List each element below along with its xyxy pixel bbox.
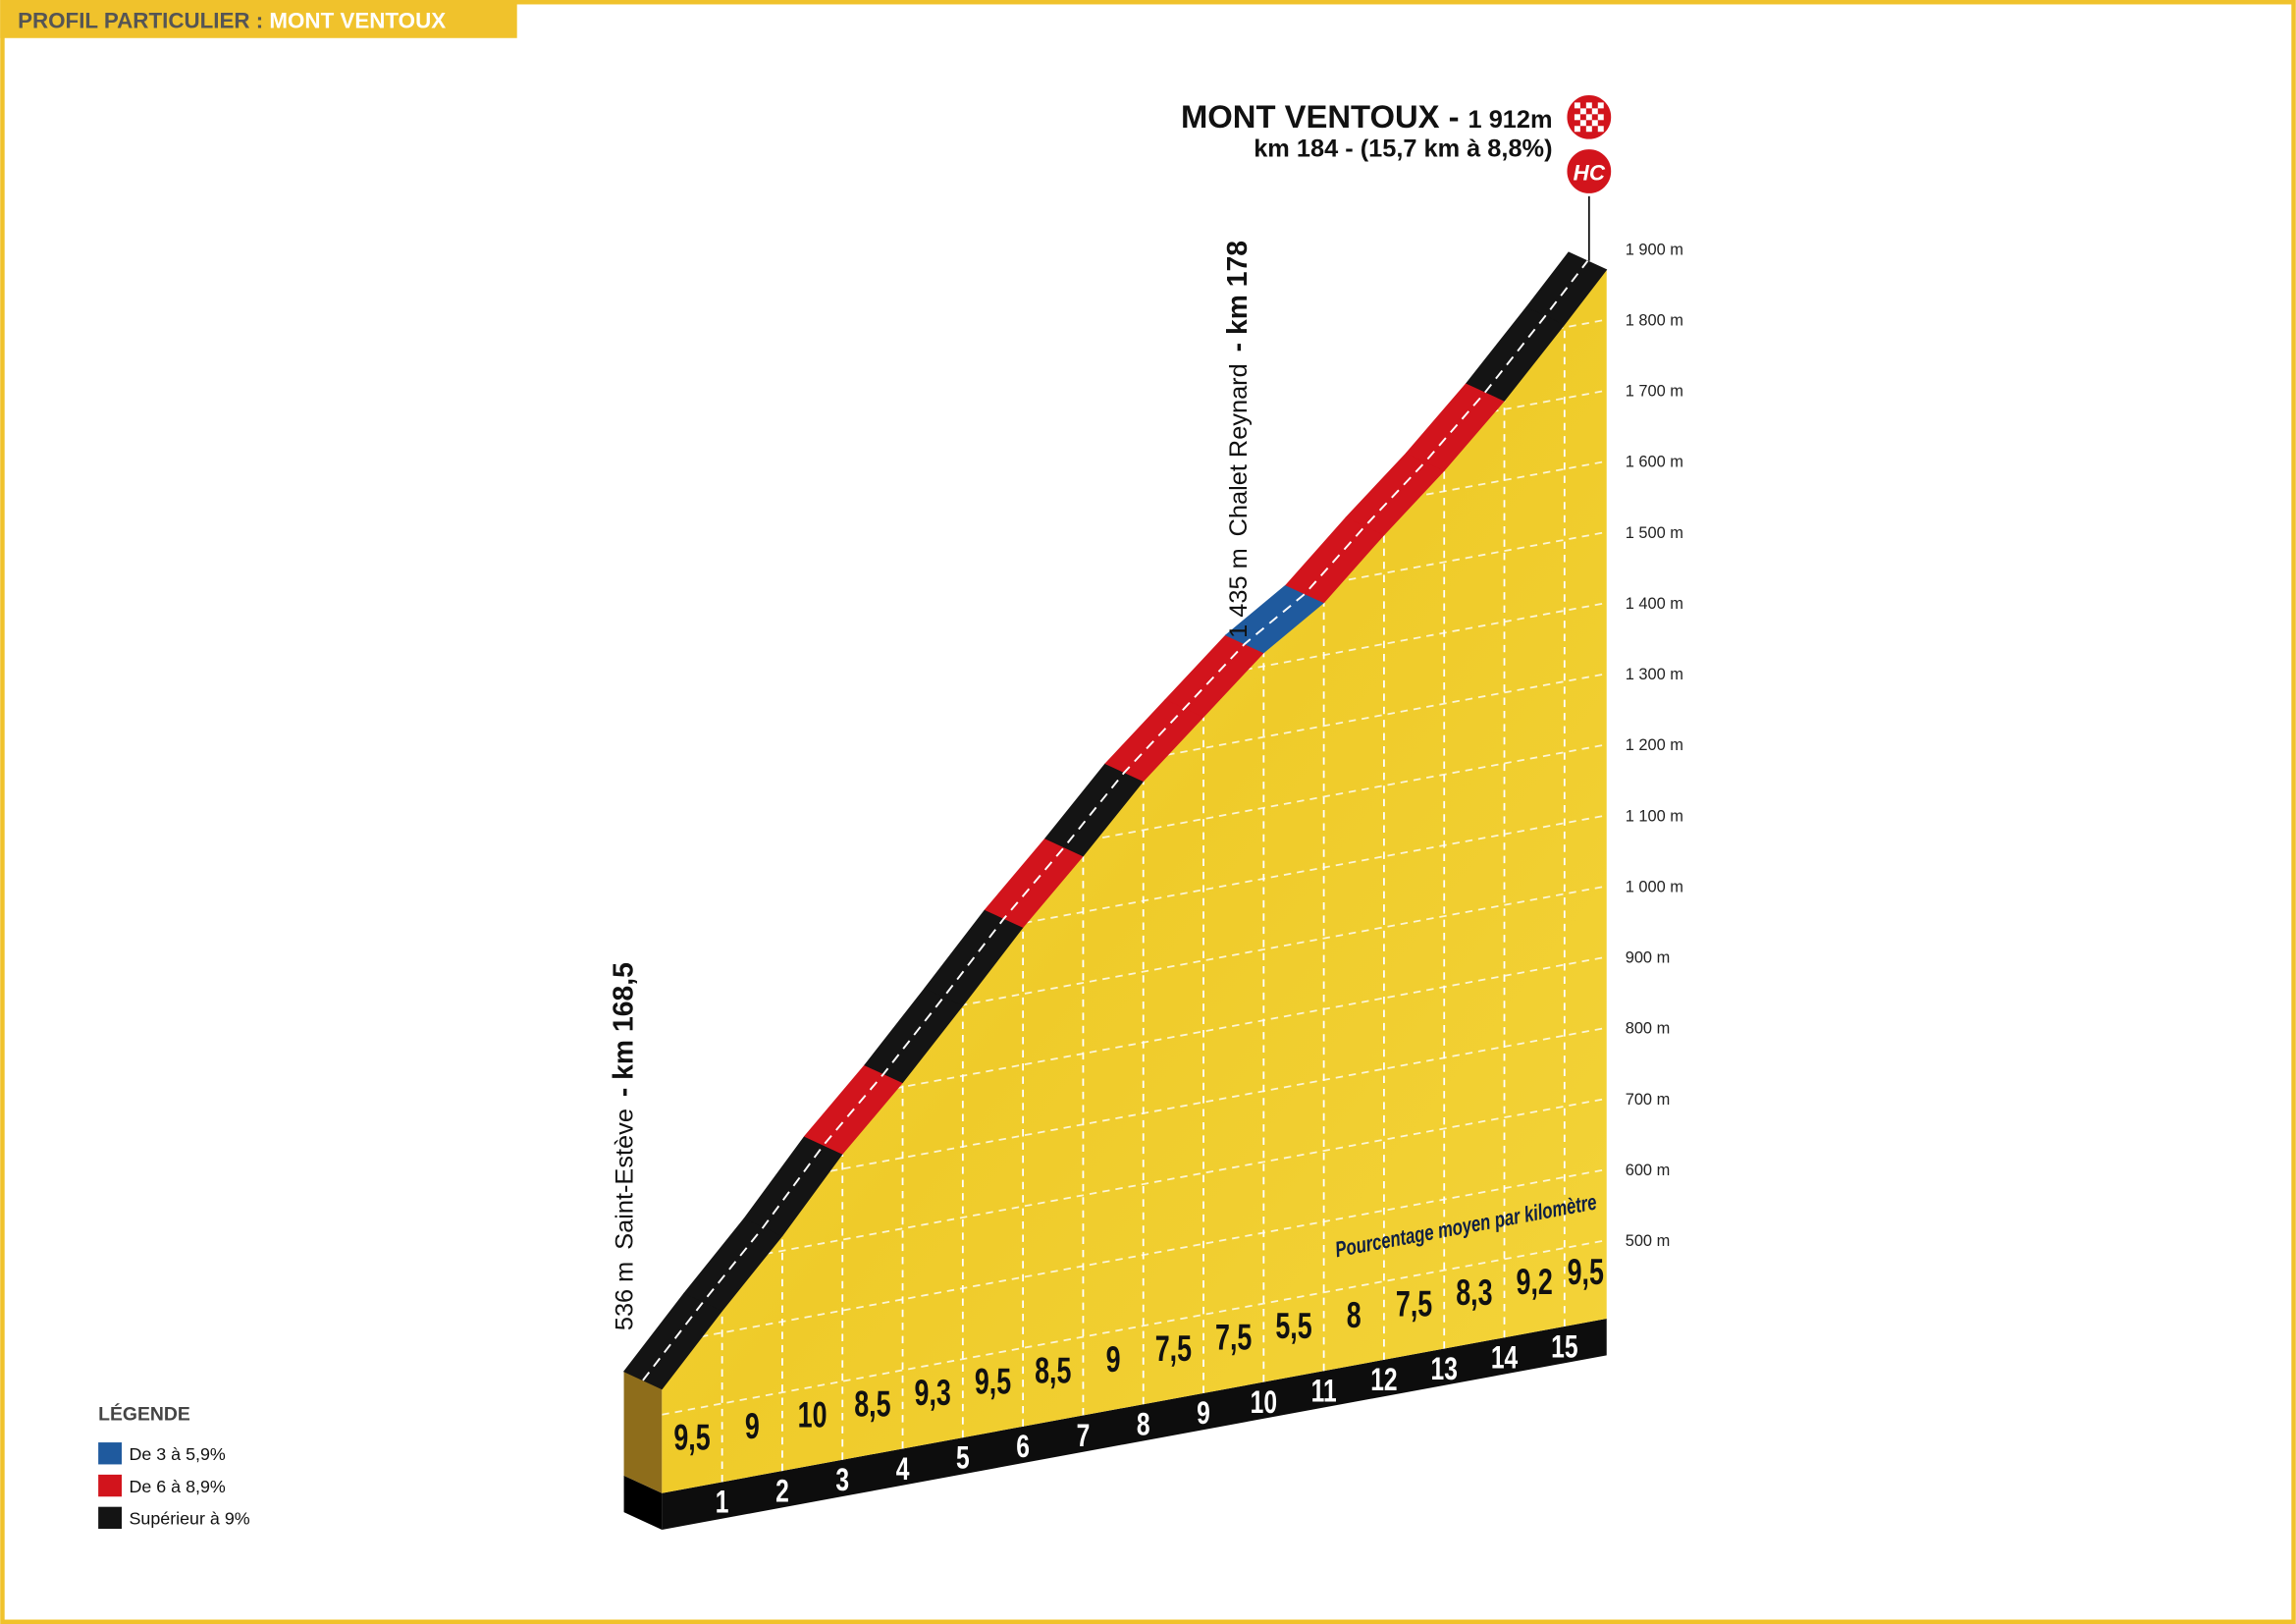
waypoint-place: Chalet Reynard — [1225, 363, 1253, 536]
grade-label: 8,5 — [854, 1383, 890, 1424]
checker — [1579, 120, 1586, 127]
km-label: 3 — [835, 1463, 849, 1498]
base-side — [623, 1475, 663, 1530]
checker — [1591, 120, 1598, 127]
checker — [1585, 102, 1592, 109]
grade-label: 7,5 — [1215, 1317, 1252, 1357]
legend-swatch — [98, 1506, 123, 1530]
summit-title: MONT VENTOUX - — [1181, 98, 1460, 135]
summit-detail: km 184 - (15,7 km à 8,8%) — [1254, 135, 1552, 163]
summit-name: MONT VENTOUX - 1 912m — [1181, 98, 1553, 135]
legend-swatch — [98, 1474, 123, 1497]
legend-swatch — [98, 1442, 123, 1465]
start-label: 536 m Saint-Estève - km 168,5 — [609, 962, 640, 1330]
side-face — [623, 1371, 663, 1493]
profile-face — [662, 269, 1607, 1493]
waypoint-label: 1 435 m Chalet Reynard - km 178 — [1222, 241, 1254, 638]
y-tick-label: 1 800 m — [1626, 312, 1683, 330]
grade-label: 9,5 — [673, 1417, 710, 1457]
plot: 500 m 600 m 700 m 800 m 900 m 1 000 m 1 100 m 1… — [98, 91, 1683, 1530]
grade-label: 9,5 — [1568, 1252, 1604, 1292]
checker — [1574, 126, 1580, 133]
y-tick-label: 1 300 m — [1626, 666, 1683, 683]
grade-label: 9 — [1106, 1339, 1121, 1380]
km-label: 4 — [896, 1451, 910, 1487]
checker — [1597, 102, 1604, 109]
grade-label: 5,5 — [1275, 1306, 1311, 1346]
y-tick-label: 1 000 m — [1626, 878, 1683, 895]
grade-label: 9 — [745, 1406, 760, 1446]
title: PROFIL PARTICULIER : MONT VENTOUX — [18, 8, 446, 32]
km-label: 11 — [1311, 1374, 1337, 1409]
grade-label: 8,3 — [1456, 1272, 1492, 1313]
checker — [1597, 126, 1604, 133]
grade-label: 8,5 — [1035, 1350, 1071, 1390]
y-tick-label: 1 200 m — [1626, 736, 1683, 754]
km-label: 2 — [775, 1474, 789, 1509]
y-tick-label: 700 m — [1626, 1091, 1671, 1109]
grade-label: 9,5 — [975, 1361, 1011, 1401]
km-label: 14 — [1491, 1340, 1518, 1376]
checker — [1579, 108, 1586, 115]
checker — [1585, 114, 1592, 121]
base-front — [662, 1319, 1607, 1530]
km-label: 8 — [1137, 1407, 1150, 1442]
grade-label: 7,5 — [1396, 1283, 1432, 1324]
checker — [1597, 114, 1604, 121]
y-tick-label: 1 900 m — [1626, 241, 1683, 258]
grade-label: 9,2 — [1517, 1262, 1553, 1302]
legend-title: LÉGENDE — [98, 1403, 190, 1426]
waypoint-km: - km 178 — [1222, 241, 1254, 352]
title-tab — [0, 0, 517, 38]
title-prefix: PROFIL PARTICULIER : — [18, 8, 263, 32]
km-label: 13 — [1431, 1352, 1458, 1387]
y-tick-label: 1 500 m — [1626, 524, 1683, 542]
y-tick-label: 1 600 m — [1626, 454, 1683, 471]
legend-label: Supérieur à 9% — [129, 1509, 249, 1529]
km-label: 6 — [1016, 1430, 1030, 1465]
checker — [1585, 126, 1592, 133]
start-elevation: 536 m — [612, 1262, 639, 1330]
km-label: 9 — [1197, 1396, 1210, 1432]
summit-elevation: 1 912m — [1468, 106, 1553, 134]
start-place: Saint-Estève — [612, 1109, 639, 1250]
checker — [1574, 114, 1580, 121]
km-label: 5 — [956, 1440, 970, 1476]
legend-label: De 6 à 8,9% — [129, 1477, 225, 1496]
grade-label: 7,5 — [1155, 1327, 1192, 1368]
grid-line — [662, 1239, 1607, 1416]
grade-label: 9,3 — [915, 1373, 951, 1413]
km-label: 7 — [1077, 1419, 1091, 1454]
waypoint-elevation: 1 435 m — [1225, 548, 1253, 638]
y-tick-label: 800 m — [1626, 1020, 1671, 1038]
grade-label: 8 — [1347, 1295, 1362, 1335]
km-label: 10 — [1251, 1385, 1277, 1421]
km-label: 12 — [1370, 1363, 1397, 1398]
category-label: HC — [1574, 160, 1606, 185]
km-label: 1 — [716, 1485, 729, 1520]
checker — [1591, 108, 1598, 115]
y-tick-label: 600 m — [1626, 1162, 1671, 1179]
category-badge — [1564, 146, 1615, 196]
grade-label: 10 — [798, 1394, 828, 1435]
legend-label: De 3 à 5,9% — [129, 1444, 225, 1464]
grid-line — [662, 1168, 1607, 1345]
y-tick-label: 1 700 m — [1626, 383, 1683, 401]
y-tick-label: 1 100 m — [1626, 807, 1683, 825]
y-tick-label: 500 m — [1626, 1232, 1671, 1250]
start-km: - km 168,5 — [609, 962, 640, 1097]
grid-line — [662, 1097, 1607, 1274]
checker — [1574, 102, 1580, 109]
km-label: 15 — [1551, 1329, 1577, 1365]
y-tick-label: 900 m — [1626, 949, 1671, 967]
road-centerline — [642, 260, 1589, 1381]
title-name: MONT VENTOUX — [269, 8, 446, 32]
y-tick-label: 1 400 m — [1626, 595, 1683, 613]
